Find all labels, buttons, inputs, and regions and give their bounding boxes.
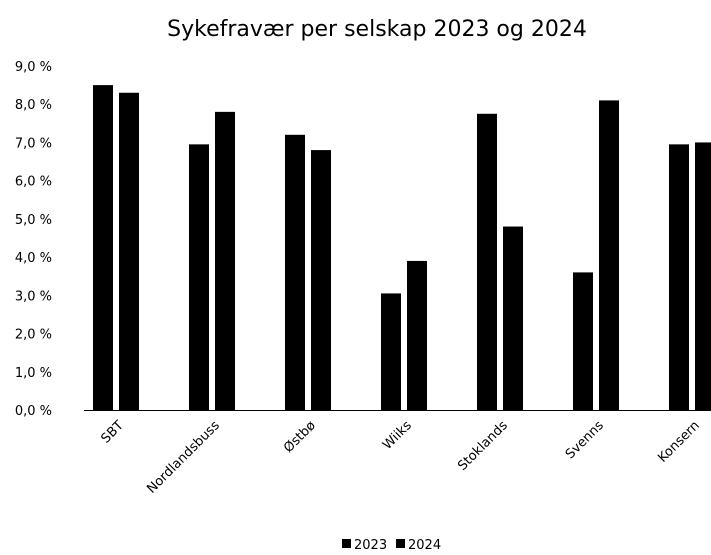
x-tick-label: Østbø xyxy=(281,418,319,456)
y-tick-label: 0,0 % xyxy=(15,404,52,419)
y-tick-label: 7,0 % xyxy=(15,136,52,151)
bar-2023 xyxy=(477,113,497,411)
y-tick-label: 9,0 % xyxy=(15,60,52,75)
x-tick-label: Stoklands xyxy=(455,418,511,474)
bar-2024 xyxy=(311,150,331,411)
bar-2023 xyxy=(93,85,113,410)
y-tick-label: 4,0 % xyxy=(15,251,52,266)
bar-2023 xyxy=(189,144,209,410)
bar-2023 xyxy=(285,134,305,411)
x-tick-label: Konsern xyxy=(655,418,703,466)
chart-title: Sykefravær per selskap 2023 og 2024 xyxy=(167,17,587,42)
y-tick-label: 3,0 % xyxy=(15,289,52,304)
bar-2024 xyxy=(695,142,711,410)
bar-2024 xyxy=(215,111,235,410)
y-tick-label: 8,0 % xyxy=(15,98,52,113)
bar-2023 xyxy=(669,144,689,410)
x-tick-label: Wiiks xyxy=(380,418,415,453)
bar-2024 xyxy=(599,100,619,411)
y-tick-label: 2,0 % xyxy=(15,328,52,343)
x-tick-label: Svenns xyxy=(563,418,607,462)
y-axis-tick-labels: 0,0 % 1,0 % 2,0 % 3,0 % 4,0 % 5,0 % 6,0 % 7,0 %… xyxy=(15,60,52,419)
legend-label-2023: 2023 xyxy=(354,538,387,551)
bar-2023 xyxy=(573,272,593,410)
legend: 2023 2024 xyxy=(342,538,441,553)
y-tick-label: 5,0 % xyxy=(15,213,52,228)
legend-label-2024: 2024 xyxy=(408,538,441,551)
x-axis-tick-labels: SBT Nordlandsbuss Østbø Wiiks Stoklands Svenn… xyxy=(98,418,702,497)
y-tick-label: 6,0 % xyxy=(15,175,52,190)
legend-swatch-2024 xyxy=(396,539,405,548)
bar-2024 xyxy=(503,226,523,410)
bar-2023 xyxy=(381,293,401,410)
x-tick-label: SBT xyxy=(98,418,126,446)
bar-2024 xyxy=(119,92,139,410)
legend-swatch-2023 xyxy=(342,539,351,548)
bar-2024 xyxy=(407,260,427,410)
bars xyxy=(93,85,711,411)
x-tick-label: Nordlandsbuss xyxy=(144,418,223,497)
y-tick-label: 1,0 % xyxy=(15,366,52,381)
